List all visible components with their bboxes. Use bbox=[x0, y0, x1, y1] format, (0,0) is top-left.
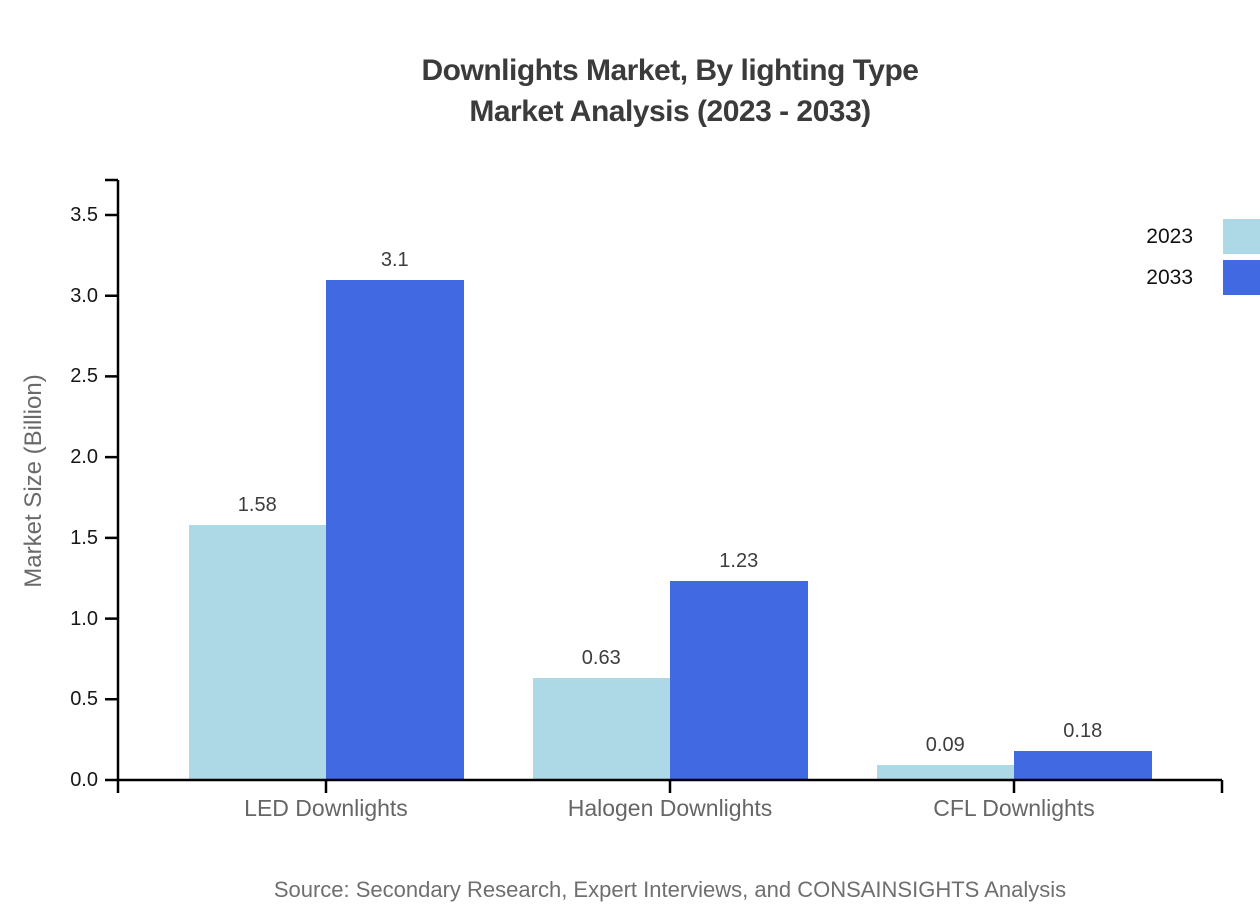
legend-swatch-2033 bbox=[1223, 260, 1260, 295]
bar-value-label: 1.23 bbox=[719, 550, 759, 573]
bar-2023-cfl-downlights bbox=[876, 765, 1014, 780]
legend-item-2033: 2033 bbox=[1146, 260, 1260, 295]
y-tick-label: 1.0 bbox=[70, 607, 98, 630]
chart-title-line1: Downlights Market, By lighting Type bbox=[421, 54, 919, 87]
y-tick-label: 0.5 bbox=[70, 688, 98, 711]
bar-2033-cfl-downlights bbox=[1014, 750, 1152, 780]
legend: 2023 2033 bbox=[1146, 219, 1260, 295]
bar-2033-led-downlights bbox=[326, 279, 464, 780]
bar-value-label: 0.09 bbox=[925, 734, 965, 757]
category-label-led-downlights: LED Downlights bbox=[244, 795, 408, 821]
bar-value-label: 1.58 bbox=[237, 493, 277, 516]
legend-label-2023: 2023 bbox=[1146, 224, 1193, 248]
bar-2023-halogen-downlights bbox=[532, 678, 670, 780]
category-label-halogen-downlights: Halogen Downlights bbox=[567, 795, 773, 821]
axis-spines-and-ticks bbox=[105, 178, 1224, 793]
y-tick-label: 3.5 bbox=[70, 203, 98, 226]
chart-title: Downlights Market, By lighting Type Mark… bbox=[118, 50, 1222, 132]
bar-2023-led-downlights bbox=[188, 524, 326, 780]
legend-label-2033: 2033 bbox=[1146, 265, 1193, 289]
bar-value-label: 0.63 bbox=[581, 647, 621, 670]
category-label-cfl-downlights: CFL Downlights bbox=[933, 795, 1095, 821]
y-tick-label: 0.0 bbox=[70, 769, 98, 791]
y-tick-label: 2.0 bbox=[70, 446, 98, 469]
y-tick-label: 1.5 bbox=[70, 526, 98, 549]
legend-swatch-2023 bbox=[1223, 219, 1260, 254]
source-note: Source: Secondary Research, Expert Inter… bbox=[273, 877, 1067, 902]
legend-item-2023: 2023 bbox=[1146, 219, 1260, 254]
chart-title-line2: Market Analysis (2023 - 2033) bbox=[469, 95, 871, 128]
bar-2033-halogen-downlights bbox=[670, 581, 808, 780]
bar-value-label: 0.18 bbox=[1063, 719, 1103, 742]
y-tick-label: 3.0 bbox=[70, 284, 98, 307]
bar-value-label: 3.1 bbox=[380, 248, 409, 271]
y-tick-label: 2.5 bbox=[70, 365, 98, 388]
